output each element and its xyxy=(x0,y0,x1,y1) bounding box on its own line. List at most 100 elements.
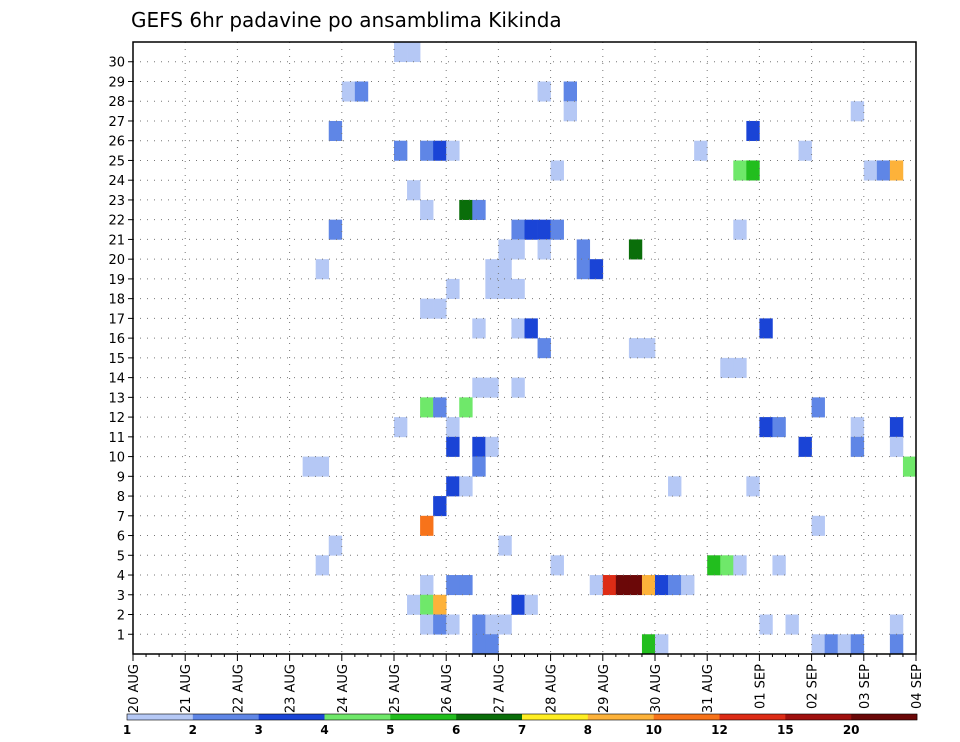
heatmap-cell xyxy=(876,160,891,181)
heatmap-cell xyxy=(446,417,460,438)
y-tick-label: 16 xyxy=(108,332,125,347)
heatmap-cell xyxy=(550,160,564,181)
y-tick-label: 11 xyxy=(108,431,125,446)
heatmap-cell xyxy=(315,555,330,576)
y-tick-label: 30 xyxy=(108,56,125,71)
y-tick-label: 15 xyxy=(108,352,125,367)
heatmap-cell xyxy=(354,81,369,102)
colorbar-swatch xyxy=(456,714,523,720)
heatmap-cell xyxy=(537,219,551,240)
x-tick-label: 26 AUG xyxy=(440,664,455,713)
colorbar-label: 5 xyxy=(386,723,394,737)
heatmap-cell xyxy=(394,140,408,161)
heatmap-cell xyxy=(733,219,747,240)
heatmap-cell xyxy=(889,160,904,181)
heatmap-cell xyxy=(485,278,499,299)
plot-frame xyxy=(132,41,917,655)
heatmap-cell xyxy=(511,219,525,240)
heatmap-cell xyxy=(641,338,656,359)
heatmap-cell xyxy=(420,594,434,615)
heatmap-cell xyxy=(746,476,760,497)
heatmap-cell xyxy=(433,614,447,635)
colorbar-label: 3 xyxy=(254,723,262,737)
colorbar-swatch xyxy=(127,714,194,720)
heatmap-cell xyxy=(772,555,786,576)
heatmap-cell xyxy=(668,476,682,497)
x-axis-ticks: 20 AUG 21 AUG 22 AUG 23 AUG 24 AUG 25 AUG 26 A… xyxy=(127,654,925,713)
y-tick-label: 9 xyxy=(117,470,125,485)
heatmap-cell xyxy=(511,278,525,299)
colorbar-swatch xyxy=(390,714,457,720)
heatmap-cell xyxy=(433,397,447,418)
heatmap-cell xyxy=(668,575,682,596)
heatmap-cell xyxy=(759,318,773,339)
heatmap-cell xyxy=(694,140,708,161)
x-tick-label: 04 SEP xyxy=(910,664,925,709)
x-tick-label: 23 AUG xyxy=(284,664,299,713)
heatmap-cell xyxy=(733,357,747,378)
heatmap-cell xyxy=(889,614,904,635)
heatmap-cell xyxy=(407,594,421,615)
x-tick-label: 30 AUG xyxy=(649,664,664,713)
y-tick-label: 3 xyxy=(117,589,125,604)
colorbar-label: 20 xyxy=(843,723,860,737)
heatmap-cell xyxy=(328,219,343,240)
heatmap-cell xyxy=(511,239,525,260)
colorbar-swatch xyxy=(258,714,325,720)
colorbar-swatch xyxy=(192,714,259,720)
heatmap-cell xyxy=(498,278,512,299)
heatmap-cell xyxy=(485,377,499,398)
heatmap-cell xyxy=(498,614,512,635)
y-tick-label: 23 xyxy=(108,194,125,209)
y-tick-label: 8 xyxy=(117,490,125,505)
heatmap-cell xyxy=(498,259,512,280)
heatmap-cell xyxy=(589,575,604,596)
heatmap-cell xyxy=(589,259,604,280)
x-tick-label: 24 AUG xyxy=(336,664,351,713)
heatmap-cell xyxy=(746,120,760,142)
y-tick-label: 14 xyxy=(108,372,125,387)
heatmap-cell xyxy=(328,535,343,556)
heatmap-cell xyxy=(459,199,473,220)
heatmap-cell xyxy=(511,594,525,615)
heatmap-cell xyxy=(446,614,460,635)
y-tick-label: 22 xyxy=(108,214,125,229)
colorbar-label: 10 xyxy=(645,723,662,737)
heatmap-cell xyxy=(420,515,434,536)
heatmap-cell xyxy=(655,634,669,655)
colorbar-swatch xyxy=(851,714,918,720)
heatmap-cell xyxy=(433,496,447,517)
heatmap-cell xyxy=(315,456,330,477)
x-tick-label: 22 AUG xyxy=(231,664,246,713)
heatmap-cell xyxy=(420,397,434,418)
heatmap-cell xyxy=(433,140,447,161)
heatmap-cell xyxy=(889,417,904,438)
heatmap-cell xyxy=(485,259,499,280)
heatmap-cell xyxy=(850,436,865,457)
heatmap-cell xyxy=(315,259,330,280)
heatmap-cell xyxy=(420,575,434,596)
heatmap-cell xyxy=(394,42,408,63)
colorbar-label: 4 xyxy=(320,723,328,737)
chart-title: GEFS 6hr padavine po ansamblima Kikinda xyxy=(131,8,562,32)
heatmap-cell xyxy=(759,417,773,438)
y-tick-label: 24 xyxy=(108,174,125,189)
heatmap-cell xyxy=(837,634,852,655)
x-tick-label: 21 AUG xyxy=(179,664,194,713)
colorbar-label: 2 xyxy=(189,723,197,737)
heatmap-cell xyxy=(511,318,525,339)
heatmap-cell xyxy=(720,555,734,576)
heatmap-cell xyxy=(628,338,643,359)
heatmap-cell xyxy=(420,614,434,635)
heatmap-cell xyxy=(707,555,721,576)
heatmap-cell xyxy=(563,81,577,102)
heatmap-cell xyxy=(446,436,460,457)
heatmap-cell xyxy=(746,160,760,181)
heatmap-cell xyxy=(641,575,656,596)
y-tick-label: 21 xyxy=(108,233,125,248)
colorbar-swatch xyxy=(653,714,720,720)
heatmap-cell xyxy=(498,535,512,556)
heatmap-cell xyxy=(537,338,551,359)
y-tick-label: 18 xyxy=(108,293,125,308)
